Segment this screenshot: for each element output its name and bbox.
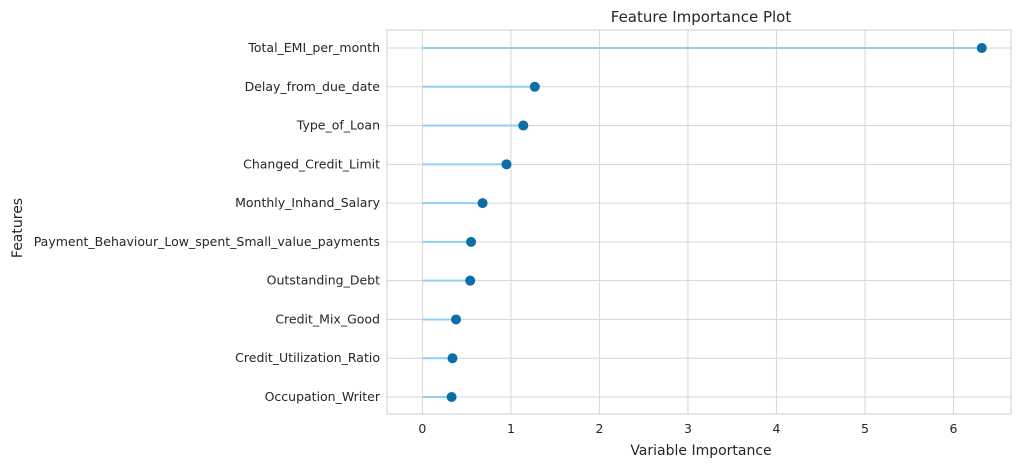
lollipop-marker [529,81,540,92]
x-tick-label: 0 [418,421,426,436]
lollipop-marker [451,314,462,325]
x-tick-label: 1 [507,421,515,436]
plot-frame [386,29,1012,415]
y-tick-label: Total_EMI_per_month [247,40,380,55]
y-tick-label: Occupation_Writer [265,389,381,404]
lollipop-marker [447,353,458,364]
lollipop-marker [465,275,476,286]
lollipop-marker [518,120,529,131]
y-axis-label: Features [10,198,26,258]
y-tick-label: Credit_Utilization_Ratio [235,350,380,365]
x-tick-label: 4 [772,421,780,436]
x-tick-label: 3 [684,421,692,436]
y-tick-label: Changed_Credit_Limit [243,156,380,171]
lollipop-marker [501,159,512,170]
x-tick-label: 6 [949,421,957,436]
y-tick-label: Delay_from_due_date [245,79,381,94]
y-tick-label: Payment_Behaviour_Low_spent_Small_value_… [34,234,380,249]
lollipop-marker [446,392,457,402]
plot-area: 0 1 2 3 4 5 6 Total_EMI_per_month Delay_from_due… [34,29,1012,436]
y-tick-label: Outstanding_Debt [267,273,380,288]
lollipop-marker [976,43,987,53]
x-tick-label: 5 [861,421,869,436]
y-tick-label: Type_of_Loan [296,118,380,133]
lollipop-marker [466,236,477,247]
lollipop-marker [477,198,488,209]
x-axis-label: Variable Importance [630,443,771,459]
y-tick-label: Credit_Mix_Good [275,311,380,326]
y-tick-label: Monthly_Inhand_Salary [235,195,380,210]
chart-title: Feature Importance Plot [611,8,792,26]
x-tick-label: 2 [595,421,603,436]
